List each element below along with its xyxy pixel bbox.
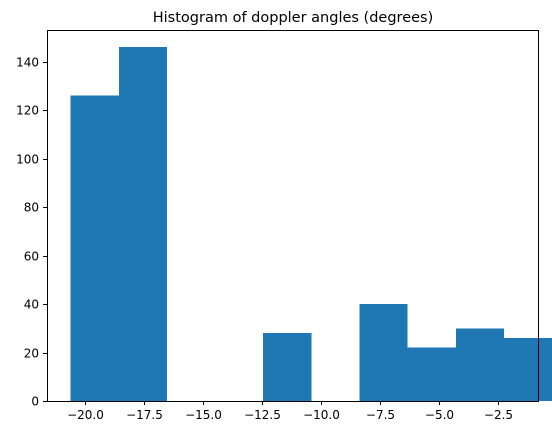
x-tick-label: −20.0 [67, 408, 104, 422]
histogram-bar-7 [359, 304, 408, 401]
histogram-bar-2 [118, 46, 167, 402]
y-axis-ticks: 0 20 40 60 80 100 120 140 [16, 56, 47, 409]
x-tick-label: −17.5 [126, 408, 163, 422]
y-tick-label: 20 [24, 347, 39, 361]
y-tick-label: 40 [24, 298, 39, 312]
y-tick-label: 140 [16, 56, 39, 70]
x-axis-ticks: −20.0 −17.5 −15.0 −12.5 −10.0 −7.5 −5.0 −2.5 [67, 401, 513, 422]
y-tick-label: 100 [16, 153, 39, 167]
x-tick-label: −7.5 [366, 408, 395, 422]
x-tick-label: −2.5 [484, 408, 513, 422]
histogram-bar-5 [263, 333, 312, 401]
y-tick-label: 120 [16, 104, 39, 118]
plot-frame [47, 30, 539, 402]
x-tick-label: −10.0 [303, 408, 340, 422]
x-tick-label: −12.5 [244, 408, 281, 422]
y-tick-label: 80 [24, 201, 39, 215]
axes-group [47, 30, 539, 402]
histogram-bar-10 [504, 337, 552, 401]
histogram-bar-8 [407, 347, 456, 401]
x-tick-label: −15.0 [185, 408, 222, 422]
histogram-bar-1 [70, 95, 119, 402]
y-tick-label: 60 [24, 250, 39, 264]
histogram-bar-9 [455, 328, 505, 401]
y-tick-label: 0 [31, 395, 39, 409]
chart-title: Histogram of doppler angles (degrees) [153, 10, 434, 26]
x-tick-label: −5.0 [425, 408, 454, 422]
bars-group [70, 46, 552, 402]
